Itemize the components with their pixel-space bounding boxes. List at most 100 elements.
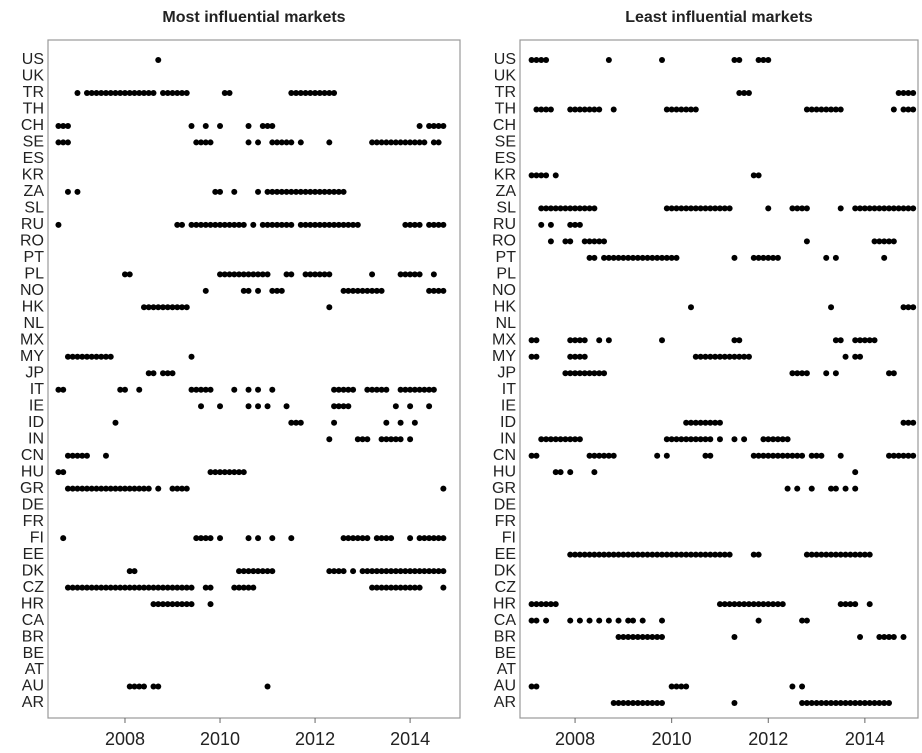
dot — [567, 617, 574, 624]
dot — [770, 254, 777, 261]
dot — [668, 436, 675, 443]
dot — [326, 436, 333, 443]
dot — [861, 551, 868, 558]
dot — [245, 122, 252, 129]
dot — [288, 139, 295, 146]
dot — [794, 485, 801, 492]
dot — [596, 337, 603, 344]
dot — [808, 700, 815, 706]
dot — [335, 568, 342, 575]
dot — [207, 601, 214, 608]
dot — [79, 584, 86, 591]
dot — [131, 683, 138, 690]
dot — [905, 89, 912, 96]
dot — [886, 238, 893, 245]
x-tick-label: 2014 — [845, 729, 885, 749]
dot — [586, 254, 593, 261]
dot — [639, 700, 646, 706]
dot — [910, 205, 917, 212]
dot — [842, 601, 849, 608]
dot — [721, 551, 728, 558]
dot — [297, 89, 304, 96]
dot — [269, 139, 276, 146]
dot — [307, 188, 314, 195]
dot — [654, 254, 661, 261]
dot — [245, 271, 252, 278]
dot — [364, 535, 371, 542]
dot — [226, 89, 233, 96]
dot — [297, 221, 304, 228]
dot — [910, 304, 917, 311]
y-tick-label: HU — [493, 463, 516, 480]
dot — [572, 353, 579, 360]
dot — [736, 89, 743, 96]
dot — [55, 139, 62, 146]
dot — [683, 205, 690, 212]
dot — [697, 436, 704, 443]
dot — [297, 419, 304, 426]
dot — [407, 535, 414, 542]
dot — [702, 436, 709, 443]
dot — [373, 584, 380, 591]
dot — [673, 254, 680, 261]
dot — [231, 221, 238, 228]
dot — [435, 139, 442, 146]
dot — [803, 106, 810, 113]
y-tick-label: CH — [21, 117, 44, 134]
dot — [576, 106, 583, 113]
dot — [397, 139, 404, 146]
dot — [842, 353, 849, 360]
y-tick-label: ES — [495, 150, 516, 167]
dot — [407, 386, 414, 393]
dot — [430, 386, 437, 393]
dot — [136, 584, 143, 591]
y-tick-label: AU — [22, 678, 44, 695]
dot — [630, 617, 637, 624]
x-tick-label: 2010 — [200, 729, 240, 749]
dot — [293, 419, 300, 426]
dot — [174, 221, 181, 228]
dot — [283, 221, 290, 228]
dot — [837, 551, 844, 558]
dot — [74, 353, 81, 360]
dot — [605, 551, 612, 558]
dot — [533, 617, 540, 624]
dot — [383, 535, 390, 542]
dot — [789, 370, 796, 377]
dot — [900, 304, 907, 311]
y-tick-label: ZA — [496, 183, 517, 200]
dot — [654, 551, 661, 558]
dot — [567, 238, 574, 245]
dot — [60, 469, 67, 476]
dot — [649, 254, 656, 261]
dot — [79, 485, 86, 492]
x-tick-label: 2008 — [105, 729, 145, 749]
dot — [283, 188, 290, 195]
dot — [871, 700, 878, 706]
dot — [107, 584, 114, 591]
dot — [383, 419, 390, 426]
dot — [716, 419, 723, 426]
dot — [813, 551, 820, 558]
dot — [136, 386, 143, 393]
dot — [881, 700, 888, 706]
dot — [886, 452, 893, 459]
y-tick-label: UK — [494, 68, 517, 85]
dot — [799, 617, 806, 624]
y-tick-label: ID — [28, 414, 44, 431]
dot — [255, 535, 262, 542]
dot — [528, 337, 535, 344]
dot — [264, 271, 271, 278]
dot — [538, 106, 545, 113]
dot — [591, 469, 598, 476]
dot — [586, 551, 593, 558]
dot — [552, 205, 559, 212]
dot — [359, 535, 366, 542]
dot — [852, 353, 859, 360]
dot — [890, 238, 897, 245]
dot — [697, 205, 704, 212]
dot — [340, 287, 347, 294]
dot — [236, 584, 243, 591]
dot — [886, 370, 893, 377]
y-tick-label: BR — [22, 628, 44, 645]
